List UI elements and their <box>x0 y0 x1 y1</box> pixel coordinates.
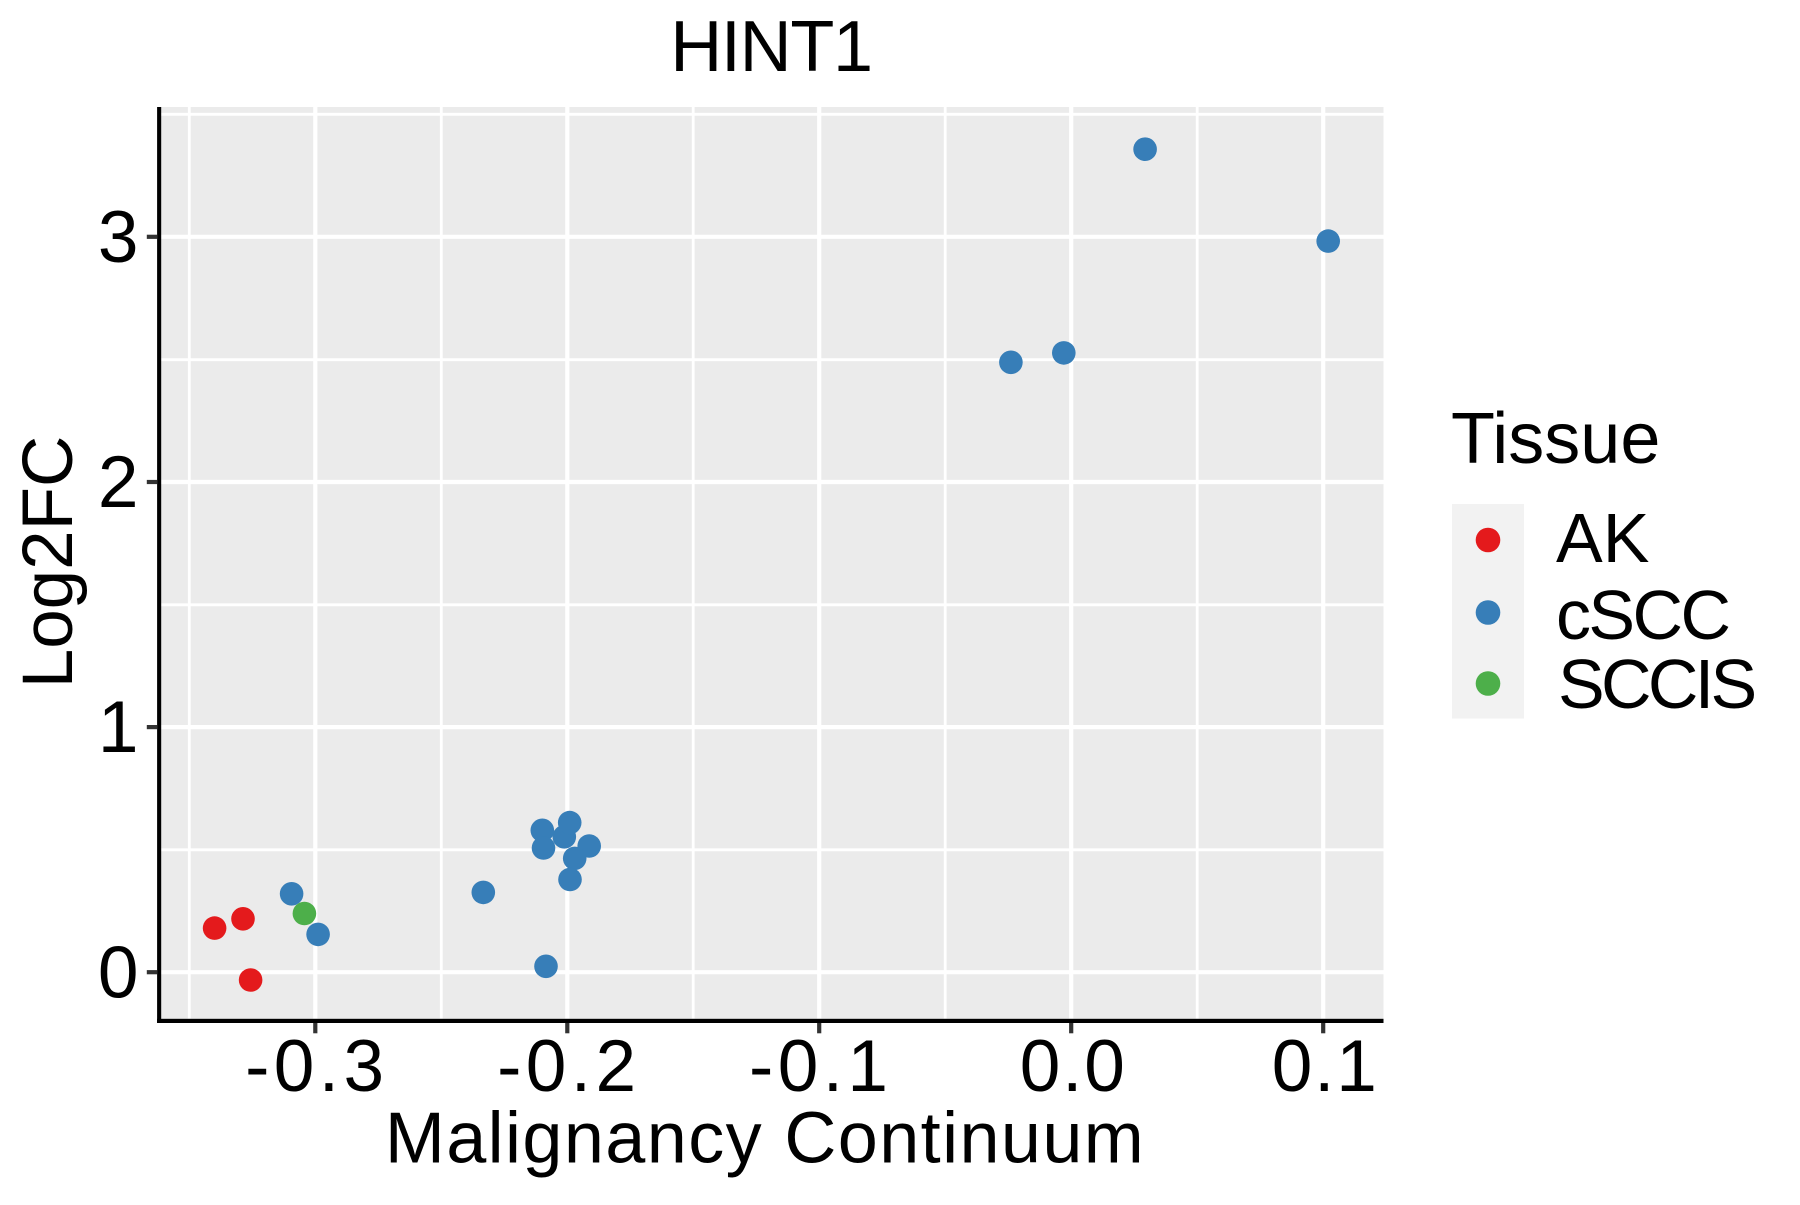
svg-text:AK: AK <box>1556 499 1649 577</box>
svg-text:0.0: 0.0 <box>1020 1026 1127 1107</box>
svg-text:SCCIS: SCCIS <box>1558 645 1754 723</box>
svg-text:1: 1 <box>98 687 139 768</box>
svg-text:-0.1: -0.1 <box>749 1026 892 1107</box>
svg-text:3: 3 <box>98 197 139 278</box>
svg-text:0: 0 <box>98 932 139 1013</box>
svg-text:Malignancy Continuum: Malignancy Continuum <box>385 1098 1145 1178</box>
svg-text:-0.2: -0.2 <box>497 1026 640 1107</box>
svg-text:Log2FC: Log2FC <box>9 436 88 689</box>
svg-text:2: 2 <box>98 442 139 523</box>
svg-text:Tissue: Tissue <box>1451 399 1660 479</box>
svg-text:-0.3: -0.3 <box>245 1026 388 1107</box>
svg-text:cSCC: cSCC <box>1556 576 1728 654</box>
svg-text:0.1: 0.1 <box>1272 1026 1379 1107</box>
svg-text:HINT1: HINT1 <box>670 7 872 87</box>
